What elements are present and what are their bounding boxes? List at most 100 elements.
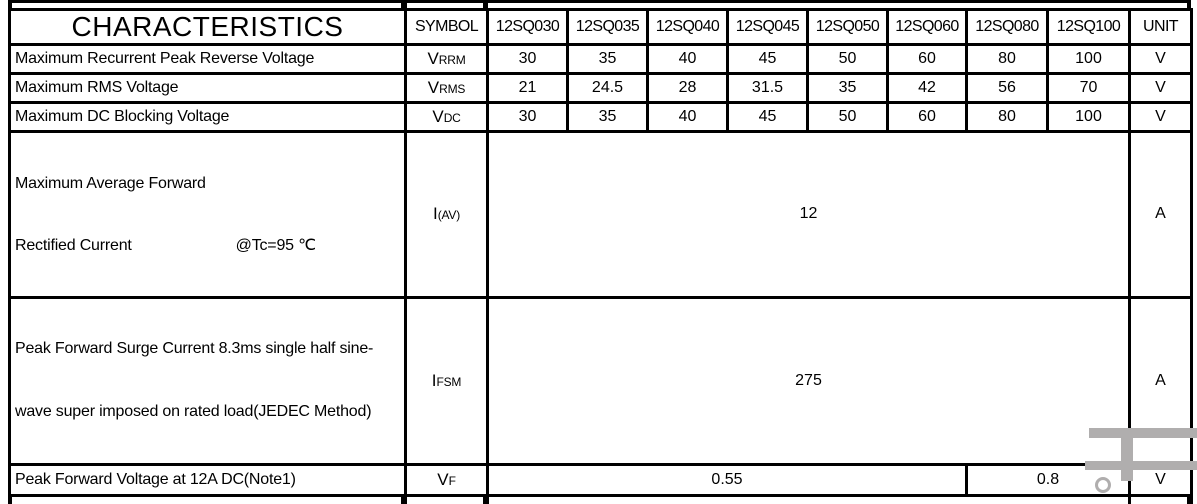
value-cell: 60	[886, 101, 968, 134]
symbol-cell: I(AV)	[404, 130, 489, 299]
characteristic-label: Maximum Average Forward Rectified Curren…	[8, 130, 407, 299]
column-header-part: 12SQ080	[965, 7, 1049, 47]
border-tick	[401, 0, 407, 10]
column-header-part: 12SQ045	[726, 7, 809, 47]
symbol-text: V	[432, 106, 444, 126]
border-tick	[8, 494, 12, 504]
border-tick	[1187, 494, 1191, 504]
label-line: wave super imposed on rated load(JEDEC M…	[15, 403, 372, 421]
characteristic-label: Peak Forward Voltage at 12A DC(Note1)	[8, 462, 407, 497]
value-cell: 35	[566, 43, 649, 76]
value-cell: 42	[886, 72, 968, 105]
border-tick	[1187, 0, 1191, 10]
label-line: Peak Forward Surge Current 8.3ms single …	[15, 340, 374, 358]
value-cell: 28	[646, 72, 729, 105]
characteristic-label: Maximum DC Reverse Current @Tj=25℃ at Ra…	[8, 493, 407, 504]
unit-cell: V	[1128, 101, 1193, 134]
label-text: Rectified Current	[15, 236, 132, 254]
table-header-row: CHARACTERISTICS SYMBOL 12SQ030 12SQ035 1…	[8, 7, 1193, 47]
value-cell: 35	[806, 72, 889, 105]
unit-cell: A	[1128, 130, 1193, 299]
characteristic-label: Maximum Recurrent Peak Reverse Voltage	[8, 43, 407, 76]
value-cell: 50	[806, 101, 889, 134]
watermark-fragment	[1121, 428, 1133, 481]
value-cell: 80	[965, 101, 1049, 134]
characteristic-label: Peak Forward Surge Current 8.3ms single …	[8, 295, 407, 466]
border-tick	[8, 0, 12, 10]
value-cell-span: 275	[486, 295, 1131, 466]
value-cell: 45	[726, 101, 809, 134]
symbol-text: V	[427, 48, 439, 68]
unit-cell: V	[1128, 72, 1193, 105]
watermark-fragment	[1095, 477, 1111, 493]
value-cell: 80	[965, 43, 1049, 76]
symbol-text: V	[437, 469, 449, 489]
symbol-cell: VF	[404, 462, 489, 497]
table-row-vf: Peak Forward Voltage at 12A DC(Note1) VF…	[8, 462, 1193, 497]
column-header-symbol: SYMBOL	[404, 7, 489, 47]
value-cell: 35	[566, 101, 649, 134]
symbol-cell: VDC	[404, 101, 489, 134]
column-header-part: 12SQ100	[1046, 7, 1131, 47]
value-cell: 21	[486, 72, 569, 105]
symbol-cell: VRRM	[404, 43, 489, 76]
value-cell: 24.5	[566, 72, 649, 105]
value-cell: 60	[886, 43, 968, 76]
label-line: Rectified Current @Tc=95 ℃	[15, 233, 402, 258]
value-cell-span: 0.55	[486, 462, 968, 497]
border-tick	[483, 494, 488, 504]
value-cell: 40	[646, 101, 729, 134]
symbol-cell: VRMS	[404, 72, 489, 105]
border-tick	[401, 494, 407, 504]
symbol-subscript: F	[448, 473, 456, 488]
label-line: Maximum Average Forward	[15, 174, 206, 192]
characteristics-table: CHARACTERISTICS SYMBOL 12SQ030 12SQ035 1…	[8, 7, 1193, 504]
table-row-vrms: Maximum RMS Voltage VRMS 21 24.5 28 31.5…	[8, 72, 1193, 105]
value-cell: 70	[1046, 72, 1131, 105]
value-cell-span: 0.5 80-100	[486, 493, 1131, 504]
characteristic-label: Maximum RMS Voltage	[8, 72, 407, 105]
table-row-ifsm: Peak Forward Surge Current 8.3ms single …	[8, 295, 1193, 466]
table-row-vrrm: Maximum Recurrent Peak Reverse Voltage V…	[8, 43, 1193, 76]
table-row-iav: Maximum Average Forward Rectified Curren…	[8, 130, 1193, 299]
characteristic-label: Maximum DC Blocking Voltage	[8, 101, 407, 134]
previous-section-bottom-border	[8, 0, 1191, 3]
watermark-fragment	[1085, 461, 1197, 470]
column-header-part: 12SQ035	[566, 7, 649, 47]
unit-cell: A	[1128, 295, 1193, 466]
column-header-part: 12SQ040	[646, 7, 729, 47]
symbol-text: I	[432, 204, 438, 224]
column-header-part: 12SQ030	[486, 7, 569, 47]
column-header-part: 12SQ060	[886, 7, 968, 47]
value-cell: 100	[1046, 101, 1131, 134]
symbol-subscript: RMS	[439, 81, 466, 96]
unit-cell: V	[1128, 43, 1193, 76]
table-row-vdc: Maximum DC Blocking Voltage VDC 30 35 40…	[8, 101, 1193, 134]
value-cell: 40	[646, 43, 729, 76]
symbol-subscript: RRM	[438, 52, 466, 67]
label-condition: @Tc=95 ℃	[235, 236, 316, 254]
symbol-cell: IR	[404, 493, 489, 504]
unit-cell: mA	[1128, 493, 1193, 504]
value-cell: 56	[965, 72, 1049, 105]
value-cell: 30	[486, 43, 569, 76]
value-cell: 50	[806, 43, 889, 76]
symbol-cell: IFSM	[404, 295, 489, 466]
value-cell: 45	[726, 43, 809, 76]
value-cell-span: 12	[486, 130, 1131, 299]
value-cell: 30	[486, 101, 569, 134]
symbol-subscript: DC	[443, 110, 461, 125]
table-row-ir: Maximum DC Reverse Current @Tj=25℃ at Ra…	[8, 493, 1193, 504]
watermark-fragment	[1089, 428, 1197, 438]
symbol-text: I	[431, 370, 437, 390]
symbol-subscript: (AV)	[437, 208, 461, 223]
border-tick	[483, 0, 488, 10]
column-header-part: 12SQ050	[806, 7, 889, 47]
symbol-subscript: FSM	[436, 374, 462, 389]
column-header-characteristics: CHARACTERISTICS	[8, 7, 407, 47]
value-cell: 100	[1046, 43, 1131, 76]
value-cell: 31.5	[726, 72, 809, 105]
symbol-text: V	[427, 77, 440, 97]
column-header-unit: UNIT	[1128, 7, 1193, 47]
